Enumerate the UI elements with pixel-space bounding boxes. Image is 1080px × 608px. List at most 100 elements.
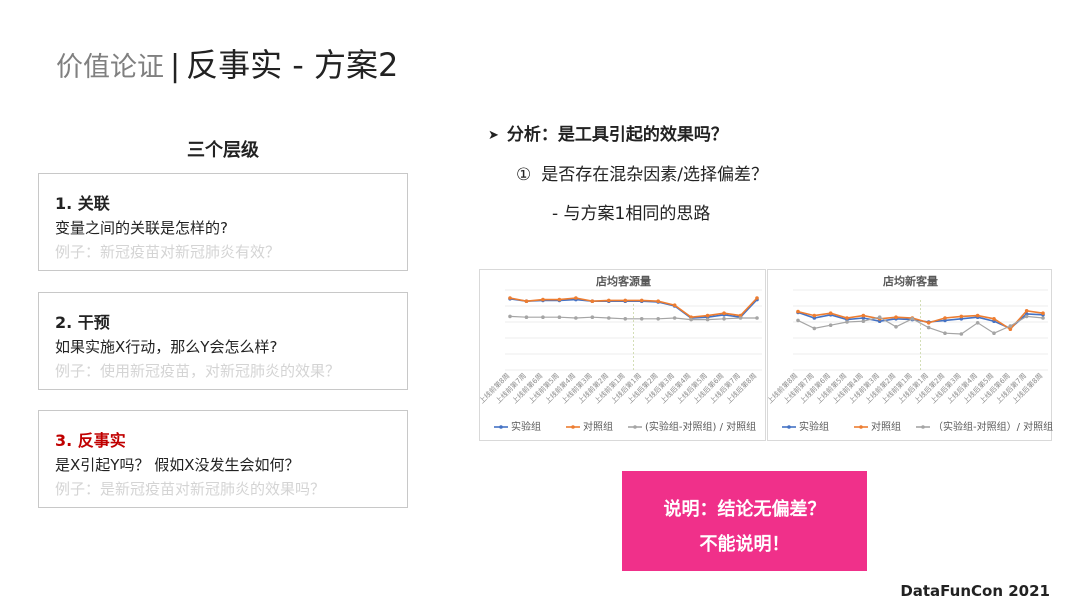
data-point: [926, 321, 931, 325]
data-point: [1024, 309, 1029, 313]
data-point: [590, 315, 595, 319]
data-point: [943, 316, 947, 320]
title-prefix: 价值论证: [56, 52, 164, 83]
series-line-2: [797, 309, 1044, 331]
legend-label: 实验组: [511, 420, 541, 433]
data-point: [656, 299, 660, 303]
data-point: [607, 298, 611, 303]
data-point: [845, 320, 849, 324]
data-point: [796, 309, 800, 314]
series-line-3: [509, 315, 757, 321]
data-point: [1041, 311, 1045, 315]
chart-store-avg-new-customers: 店均新客量 上线前第8周 上线前第7周 上线前第6周 上线前第5周 上线前第4周 上线前第3…: [767, 269, 1053, 441]
data-point: [574, 316, 578, 320]
legend-label: 实验组: [799, 420, 829, 433]
data-point: [877, 315, 882, 319]
data-point: [975, 313, 980, 318]
data-point: [1008, 324, 1013, 328]
data-point: [910, 317, 915, 321]
level-example: 例子：是新冠疫苗对新冠肺炎的效果吗？: [55, 480, 326, 498]
data-point: [926, 325, 931, 330]
data-point: [828, 311, 833, 315]
title-separator: |: [170, 49, 181, 84]
legend-marker: [859, 425, 863, 429]
data-point: [557, 297, 562, 302]
legend-marker: [921, 425, 925, 429]
data-point: [1041, 316, 1045, 320]
data-point: [590, 299, 595, 303]
data-point: [1024, 314, 1029, 319]
analysis-point-1-text: 是否存在混杂因素/选择偏差？: [541, 165, 768, 185]
data-point: [861, 313, 866, 318]
series-line-3: [797, 315, 1044, 335]
data-point: [1008, 327, 1013, 331]
legend-label: (实验组-对照组) / 对照组: [645, 420, 756, 433]
callout-line-1: 说明：结论无偏差？: [663, 499, 826, 520]
analysis-point-2: - 与方案1相同的思路: [552, 204, 711, 224]
data-point: [894, 315, 898, 319]
data-point: [508, 296, 512, 300]
data-point: [607, 316, 611, 320]
data-point: [755, 316, 759, 320]
chart-svg: 店均新客量上线前第8周上线前第7周上线前第6周上线前第5周上线前第4周上线前第3…: [768, 274, 1053, 433]
data-point: [672, 303, 677, 307]
level-question: 是X引起Y吗？ 假如X没发生会如何？: [55, 456, 300, 474]
data-point: [861, 319, 866, 323]
levels-heading: 三个层级: [187, 140, 259, 161]
data-point: [639, 298, 644, 303]
data-point: [557, 315, 562, 319]
callout-line-2: 不能说明！: [699, 534, 790, 555]
legend-marker: [787, 425, 791, 429]
analysis-heading-text: 分析：是工具引起的效果吗？: [506, 125, 728, 145]
level-question: 变量之间的关联是怎样的?: [55, 219, 228, 237]
legend-label: 对照组: [871, 420, 901, 433]
data-point: [689, 317, 693, 322]
chart-title: 店均客源量: [596, 274, 651, 288]
brand-footer: DataFunCon 2021: [900, 582, 1050, 600]
data-point: [943, 331, 947, 335]
chart-svg: 店均客源量上线前第8周上线前第7周上线前第6周上线前第5周上线前第4周上线前第3…: [480, 274, 762, 433]
data-point: [828, 323, 833, 327]
data-point: [541, 297, 545, 302]
data-point: [738, 316, 743, 320]
arrow-right-icon: ➤: [488, 128, 499, 143]
data-point: [959, 332, 964, 336]
data-point: [639, 317, 644, 321]
data-point: [574, 296, 578, 300]
level-card-association: 1. 关联 变量之间的关联是怎样的? 例子：新冠疫苗对新冠肺炎有效？: [38, 173, 408, 271]
chart-store-avg-sources: 店均客源量 上线前第8周 上线前第7周 上线前第6周 上线前第5周 上线前第4周 上线前第3…: [479, 269, 766, 441]
data-point: [541, 315, 545, 319]
legend-label: （实验组-对照组）/ 对照组: [933, 420, 1053, 433]
data-point: [508, 314, 512, 319]
legend-marker: [499, 425, 503, 429]
level-card-intervention: 2. 干预 如果实施X行动，那么Y会怎么样? 例子：使用新冠疫苗，对新冠肺炎的效…: [38, 292, 408, 390]
data-point: [656, 317, 660, 321]
series-line-2: [509, 297, 758, 319]
legend-marker: [633, 425, 637, 429]
legend-label: 对照组: [583, 420, 613, 433]
analysis-heading: ➤ 分析：是工具引起的效果吗？: [488, 120, 728, 145]
data-point: [812, 313, 817, 318]
level-example: 例子：新冠疫苗对新冠肺炎有效？: [55, 243, 281, 261]
data-point: [894, 325, 898, 329]
data-point: [796, 318, 800, 323]
data-point: [722, 317, 726, 321]
data-point: [755, 296, 759, 300]
level-heading: 2. 干预: [55, 313, 110, 332]
data-point: [812, 326, 817, 331]
data-point: [992, 331, 996, 335]
data-point: [992, 317, 996, 321]
data-point: [623, 298, 628, 303]
chart-title: 店均新客量: [883, 274, 938, 288]
slide-title: 价值论证 | 反事实 - 方案2: [56, 40, 398, 86]
data-point: [975, 321, 980, 325]
data-point: [722, 311, 726, 315]
data-point: [524, 299, 529, 303]
data-point: [959, 314, 964, 319]
level-question: 如果实施X行动，那么Y会怎么样?: [55, 338, 278, 356]
data-point: [705, 317, 710, 322]
data-point: [845, 316, 849, 320]
circled-one-icon: ①: [516, 165, 532, 185]
data-point: [705, 313, 710, 318]
data-point: [623, 317, 628, 321]
